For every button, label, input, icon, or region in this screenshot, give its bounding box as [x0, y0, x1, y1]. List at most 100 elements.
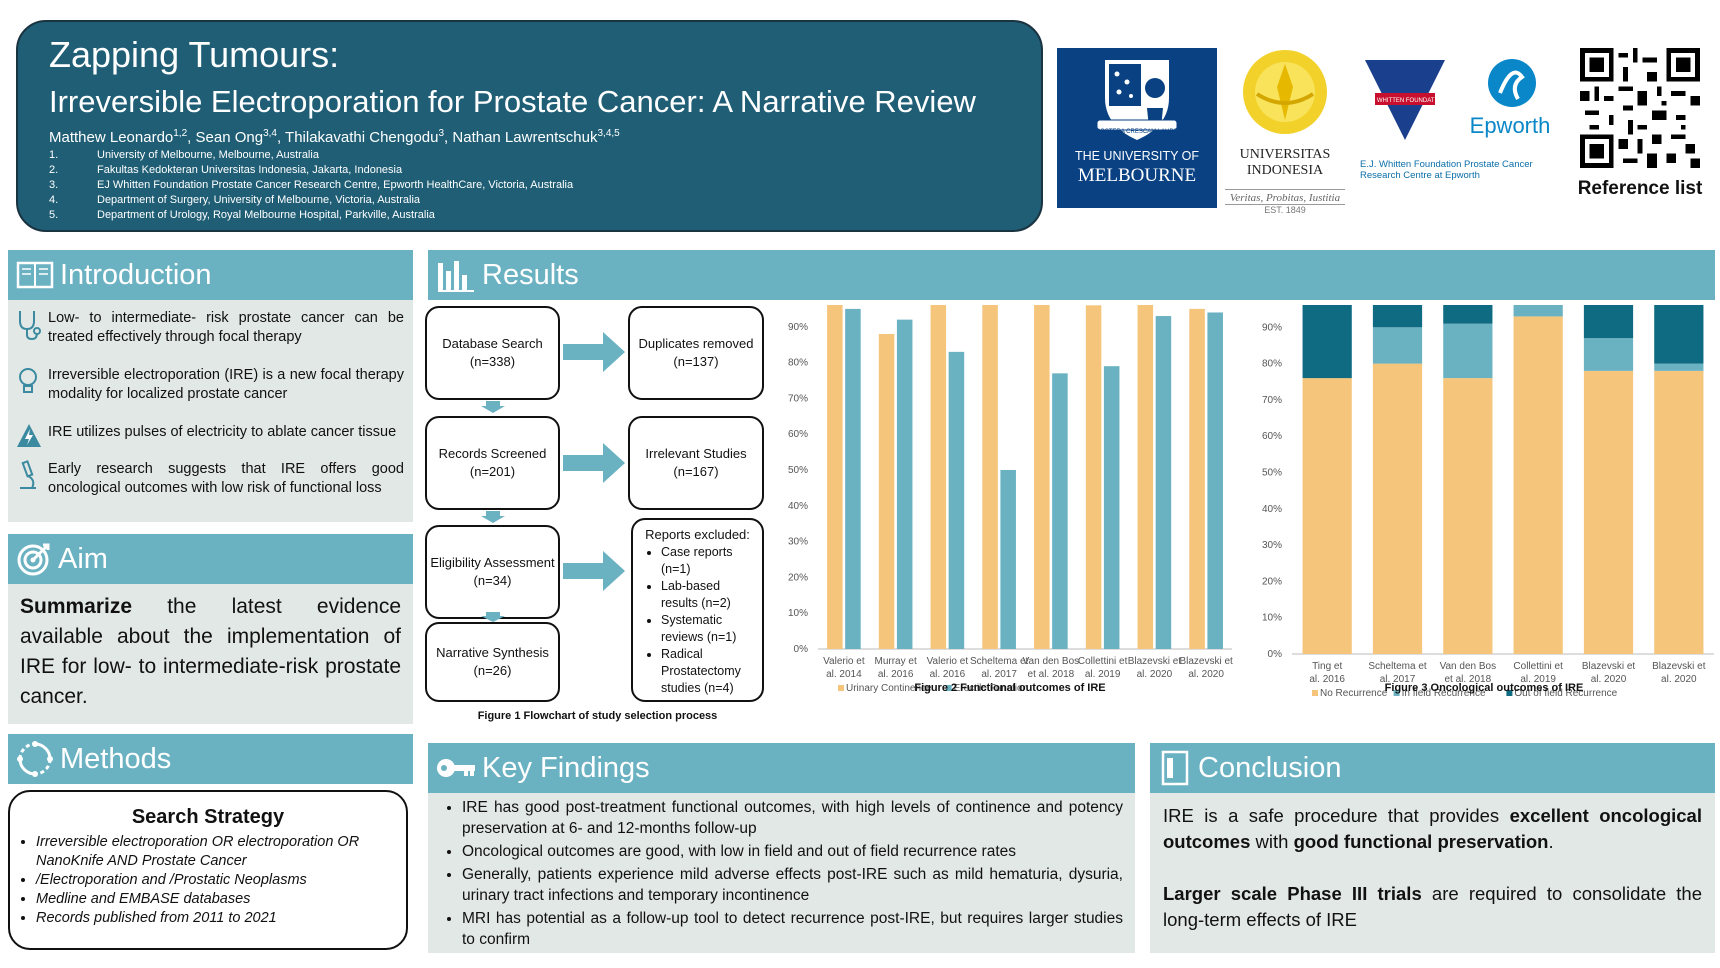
intro-item: Early research suggests that IRE offers …	[16, 460, 416, 498]
legend-swatch	[1312, 690, 1318, 696]
intro-item: Low- to intermediate- risk prostate canc…	[16, 309, 416, 347]
flow-records-screened: Records Screened (n=201)	[425, 416, 560, 510]
x-tick-label: Ting et	[1312, 661, 1342, 672]
affiliation-row: 3. EJ Whitten Foundation Prostate Cancer …	[49, 178, 573, 193]
key-findings-title: Key Findings	[482, 751, 650, 784]
affiliation-list: 1. University of Melbourne, Melbourne, Au…	[49, 148, 573, 223]
bar-segment	[1443, 378, 1493, 654]
bar-segment	[1372, 305, 1423, 328]
ui-crest-icon	[1243, 50, 1327, 134]
x-tick-label: Van den Bos	[1440, 661, 1497, 672]
affiliation-text: University of Melbourne, Melbourne, Aust…	[97, 149, 319, 161]
bar-segment	[1372, 327, 1423, 364]
flow-reports-excluded: Reports excluded: Case reports (n=1)Lab-…	[631, 518, 764, 702]
aim-bold-text: Summarize	[20, 595, 133, 618]
study-flowchart: Database Search (n=338) Records Screened(…	[425, 300, 770, 730]
author-name: Sean Ong	[195, 129, 264, 146]
legend-swatch	[838, 685, 844, 691]
lightning-icon	[17, 424, 41, 447]
conclusion-bold-text: Larger scale Phase III trials	[1163, 883, 1422, 904]
epworth-wordmark: Epworth	[1470, 113, 1551, 138]
bar-segment	[1583, 370, 1634, 654]
book-icon	[16, 261, 54, 289]
bar	[948, 351, 965, 649]
author-separator: ,	[187, 129, 196, 146]
y-tick-label: 90%	[788, 322, 808, 333]
y-tick-label: 30%	[1262, 540, 1282, 551]
ui-est: EST. 1849	[1225, 204, 1345, 215]
excluded-list: Case reports (n=1)Lab-based results (n=2…	[639, 544, 756, 697]
intro-item-text: Irreversible electroporation (IRE) is a …	[48, 367, 404, 402]
affiliation-text: EJ Whitten Foundation Prostate Cancer Re…	[97, 179, 574, 191]
x-tick-label: al. 2020	[1137, 669, 1173, 680]
author-affil-sup: 1,2	[173, 128, 188, 139]
legend-label: Out of field Recurrence	[1514, 688, 1617, 699]
arrow-right-icon	[563, 443, 625, 483]
conclusion-text: are required to consolidate the long-ter…	[1163, 883, 1703, 930]
bar	[896, 319, 913, 649]
key-findings-header: Key Findings	[428, 743, 1135, 793]
intro-item-text: IRE utilizes pulses of electricity to ab…	[48, 424, 397, 440]
author-separator: ,	[444, 129, 453, 146]
melbourne-line1: THE UNIVERSITY OF	[1074, 149, 1200, 163]
intro-title: Introduction	[60, 258, 212, 291]
figure-caption: Figure 3 Oncological outcomes of IRE	[1385, 682, 1584, 694]
affiliation-row: 4. Department of Surgery, University of M…	[49, 193, 573, 208]
affiliation-number: 5.	[49, 209, 59, 221]
conclusion-header: Conclusion	[1150, 743, 1715, 793]
affiliation-number: 4.	[49, 194, 59, 206]
poster-title: Zapping Tumours:	[49, 34, 340, 75]
bar	[827, 305, 843, 649]
qr-code-icon[interactable]	[1580, 48, 1700, 168]
y-tick-label: 90%	[1262, 322, 1282, 333]
conclusion-bold-text: good functional preservation	[1293, 831, 1549, 852]
x-tick-label: al. 2019	[1085, 669, 1121, 680]
key-icon	[437, 759, 475, 777]
ui-motto: Veritas, Probitas, Iustitia	[1225, 189, 1345, 204]
aim-header: Aim	[8, 534, 413, 584]
bar-segment	[1654, 305, 1704, 364]
x-tick-label: al. 2020	[1591, 674, 1627, 685]
x-tick-label: al. 2014	[826, 669, 862, 680]
bar-segment	[1583, 305, 1634, 339]
bar	[1189, 308, 1205, 649]
conclusion-bold-text: excellent oncological outcomes	[1163, 805, 1702, 852]
x-tick-label: Collettini et	[1513, 661, 1563, 672]
legend-label: In field Recurrence	[1402, 688, 1486, 699]
x-tick-label: Blazevski et	[1652, 661, 1706, 672]
flow-eligibility-assessment: Eligibility Assessment (n=34)	[425, 525, 560, 619]
bar	[1085, 305, 1102, 649]
figure1-caption: Figure 1 Flowchart of study selection pr…	[477, 710, 718, 722]
x-tick-label: Scheltema et	[1368, 661, 1427, 672]
search-strategy-item: /Electroporation and /Prostatic Neoplasm…	[36, 871, 396, 890]
x-tick-label: al. 2019	[1520, 674, 1556, 685]
bar	[930, 305, 947, 649]
bar	[845, 308, 861, 649]
methods-title: Methods	[60, 742, 172, 775]
y-tick-label: 0%	[1268, 649, 1283, 660]
flow-narrative-synthesis: Narrative Synthesis (n=26)	[425, 622, 560, 702]
key-findings-list: IRE has good post-treatment functional o…	[440, 797, 1123, 950]
methods-header: Methods	[8, 734, 413, 784]
y-tick-label: 10%	[788, 608, 808, 619]
affiliation-number: 1.	[49, 149, 59, 161]
bar	[1137, 305, 1154, 649]
lightbulb-icon	[19, 368, 37, 393]
x-tick-label: Van den Bos	[1023, 656, 1080, 667]
excluded-title: Reports excluded:	[645, 527, 750, 542]
key-finding-item: MRI has potential as a follow-up tool to…	[462, 908, 1123, 950]
flow-database-search: Database Search (n=338)	[425, 306, 560, 400]
header-banner: Zapping Tumours: Irreversible Electropor…	[16, 20, 1043, 232]
excluded-item: Radical Prostatectomy studies (n=4)	[661, 646, 756, 697]
affiliation-number: 2.	[49, 164, 59, 176]
conclusion-panel: IRE is a safe procedure that provides ex…	[1150, 793, 1715, 953]
universitas-indonesia-logo: UNIVERSITAS INDONESIA Veritas, Probitas,…	[1225, 42, 1345, 217]
intro-item-text: Early research suggests that IRE offers …	[48, 461, 404, 496]
bar-segment	[1443, 323, 1493, 379]
affiliation-row: 5. Department of Urology, Royal Melbourne…	[49, 208, 573, 223]
author-list: Matthew Leonardo1,2, Sean Ong3,4, Thilak…	[49, 128, 620, 146]
y-tick-label: 40%	[1262, 504, 1282, 515]
key-findings-panel: IRE has good post-treatment functional o…	[428, 793, 1135, 953]
affiliation-number: 3.	[49, 179, 59, 191]
excluded-item: Systematic reviews (n=1)	[661, 612, 756, 646]
